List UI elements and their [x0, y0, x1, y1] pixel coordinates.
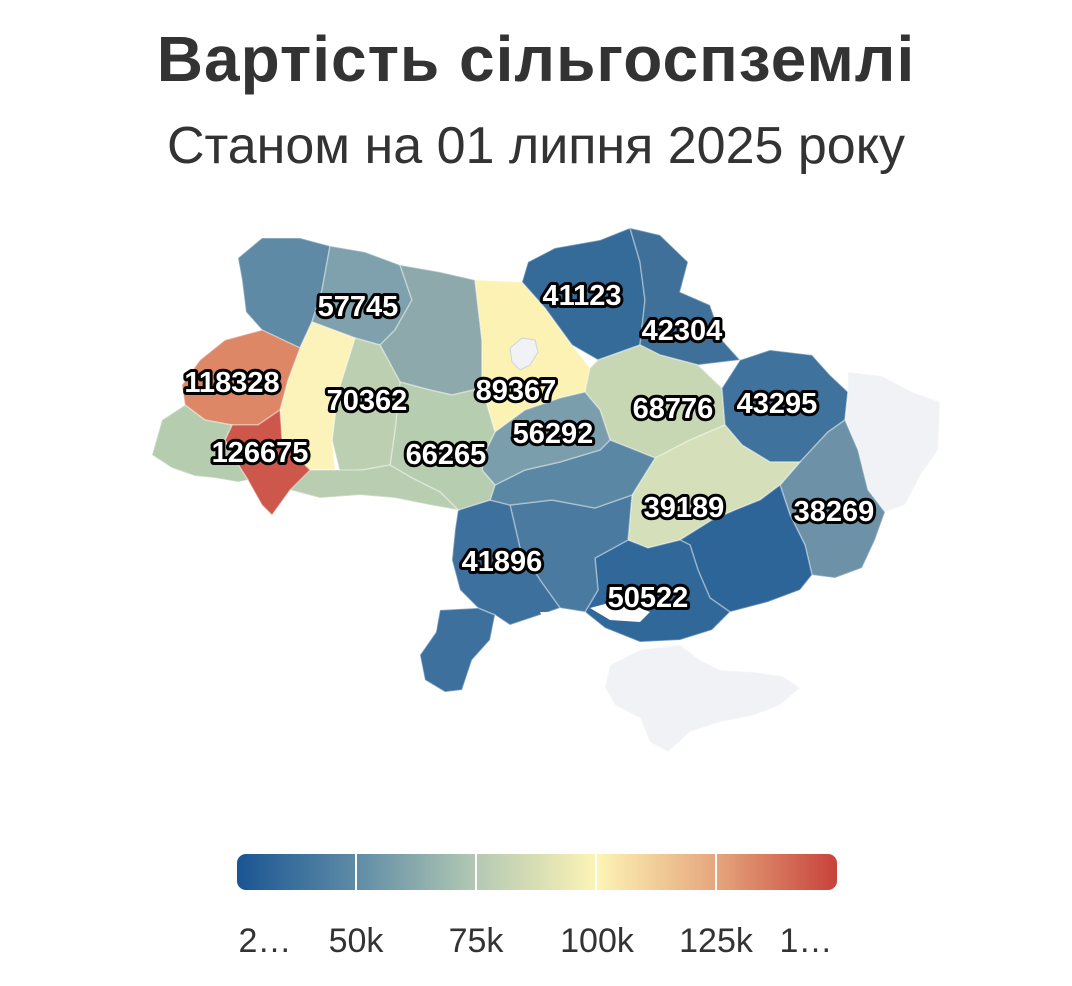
value-label-ternopil: 70362	[327, 385, 408, 417]
value-label-sumy: 42304	[642, 315, 723, 347]
map-title: Вартість сільгоспземлі	[156, 23, 916, 95]
region-kirovohrad[interactable]	[489, 439, 657, 509]
kakhovka-reservoir	[590, 600, 650, 622]
legend-tick-max: 1…	[779, 922, 833, 960]
value-label-kharkiv: 43295	[737, 388, 818, 420]
value-label-kyiv: 89367	[476, 375, 557, 407]
legend-tick-125k: 125k	[679, 922, 753, 960]
region-odesa[interactable]	[451, 499, 562, 626]
region-zakarpattia[interactable]	[151, 404, 250, 483]
legend-separator	[715, 854, 717, 890]
legend-separator	[475, 854, 477, 890]
region-chernivtsi[interactable]	[280, 464, 461, 512]
region-odesa-south[interactable]	[419, 607, 496, 693]
dnipro-estuary	[540, 612, 600, 628]
value-label-zhytomyr: 57745	[318, 291, 399, 323]
value-label-donetsk: 38269	[794, 496, 875, 528]
value-label-dnipro: 39189	[644, 492, 725, 524]
map-subtitle: Станом на 01 липня 2025 року	[166, 117, 906, 175]
region-crimea[interactable]	[604, 644, 802, 753]
value-label-chernihiv: 41123	[542, 280, 621, 312]
legend-separator	[355, 854, 357, 890]
value-label-khmelnytskyi: 66265	[406, 439, 487, 471]
legend-tick-75k: 75k	[448, 922, 504, 960]
value-label-ivano-frankivsk: 126675	[212, 437, 309, 469]
region-donetsk[interactable]	[779, 418, 886, 579]
value-label-poltava: 68776	[633, 393, 714, 425]
value-label-odesa: 41896	[462, 546, 543, 578]
legend-tick-100k: 100k	[560, 922, 634, 960]
color-scale-legend	[237, 854, 837, 890]
value-label-kherson: 50522	[608, 582, 689, 614]
legend-separator	[595, 854, 597, 890]
region-zaporizhzhia[interactable]	[678, 483, 813, 613]
value-label-cherkasy: 56292	[513, 418, 594, 450]
legend-tick-50k: 50k	[328, 922, 384, 960]
legend-tick-min: 2…	[238, 922, 292, 960]
value-label-lviv: 118328	[184, 367, 279, 399]
kyiv-city-enclave	[509, 337, 539, 371]
value-labels: 57745 41123 42304 118328 70362 89367 687…	[181, 277, 877, 617]
